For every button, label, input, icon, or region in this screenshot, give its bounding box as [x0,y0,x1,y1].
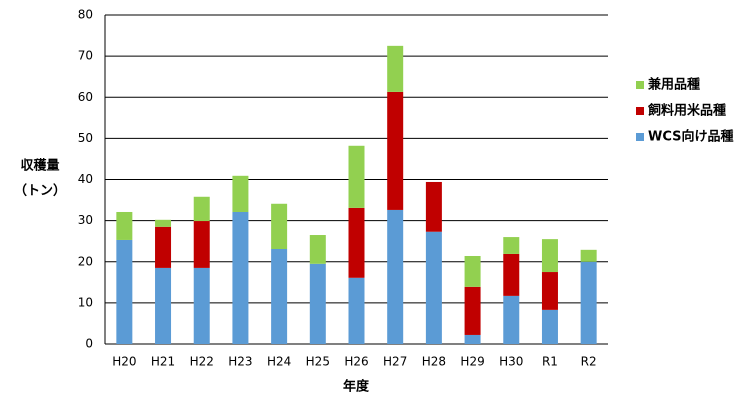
x-tick-label: R1 [542,355,558,369]
x-tick-label: H20 [112,355,136,369]
bar-segment [155,219,172,227]
bar-segment [155,267,172,344]
y-tick-label: 30 [78,213,93,227]
bar-segment [387,91,404,210]
x-tick-label: H21 [151,355,175,369]
x-axis-label: 年度 [343,379,370,395]
bar-segment [309,263,326,344]
bar-segment [193,221,210,268]
legend-swatch [636,81,644,89]
bar-segment [193,196,210,222]
bar-segment [309,235,326,264]
legend-label: WCS向け品種 [648,129,733,145]
legend-label: 飼料用米品種 [647,103,726,119]
x-tick-label: H24 [267,355,291,369]
bar-segment [580,249,597,262]
bar-segment [387,209,404,344]
legend-swatch [636,107,644,115]
y-axis-label: 収穫量 [20,158,59,174]
bar-segment [348,145,365,208]
bar-segment [271,249,288,344]
y-tick-label: 0 [85,337,93,351]
y-tick-label: 50 [78,131,93,145]
bar-segment [464,255,481,287]
bar-segment [425,181,442,232]
y-tick-label: 70 [78,49,93,63]
y-tick-label: 10 [78,295,93,309]
bar-segment [271,203,288,250]
bar-segment [503,253,520,296]
x-tick-label: R2 [581,355,597,369]
bar-segment [348,207,365,278]
y-tick-label: 20 [78,254,93,268]
x-tick-label: H29 [460,355,484,369]
bar-segment [193,267,210,344]
bar-segment [503,237,520,254]
x-tick-label: H28 [422,355,446,369]
bar-segment [155,226,172,268]
bar-segment [232,175,249,212]
bar-segment [541,272,558,310]
y-axis-label: （トン） [14,183,66,199]
bar-segment [232,211,249,344]
bar-segment [503,295,520,344]
x-tick-label: H26 [344,355,368,369]
bar-segment [464,334,481,344]
y-tick-label: 40 [78,172,93,186]
legend-label: 兼用品種 [648,77,700,93]
bar-segment [541,239,558,273]
x-tick-label: H22 [190,355,214,369]
bar-segment [116,239,133,344]
bar-segment [425,231,442,344]
x-tick-label: H27 [383,355,407,369]
legend-swatch [636,133,644,141]
x-tick-label: H23 [228,355,252,369]
y-tick-label: 60 [78,90,93,104]
bar-segment [387,45,404,92]
bar-segment [580,261,597,344]
y-tick-label: 80 [78,8,93,22]
bar-segment [348,277,365,344]
bar-segment [116,211,133,240]
bar-segment [464,286,481,335]
x-tick-label: H25 [306,355,330,369]
x-tick-label: H30 [499,355,523,369]
bar-segment [541,309,558,344]
